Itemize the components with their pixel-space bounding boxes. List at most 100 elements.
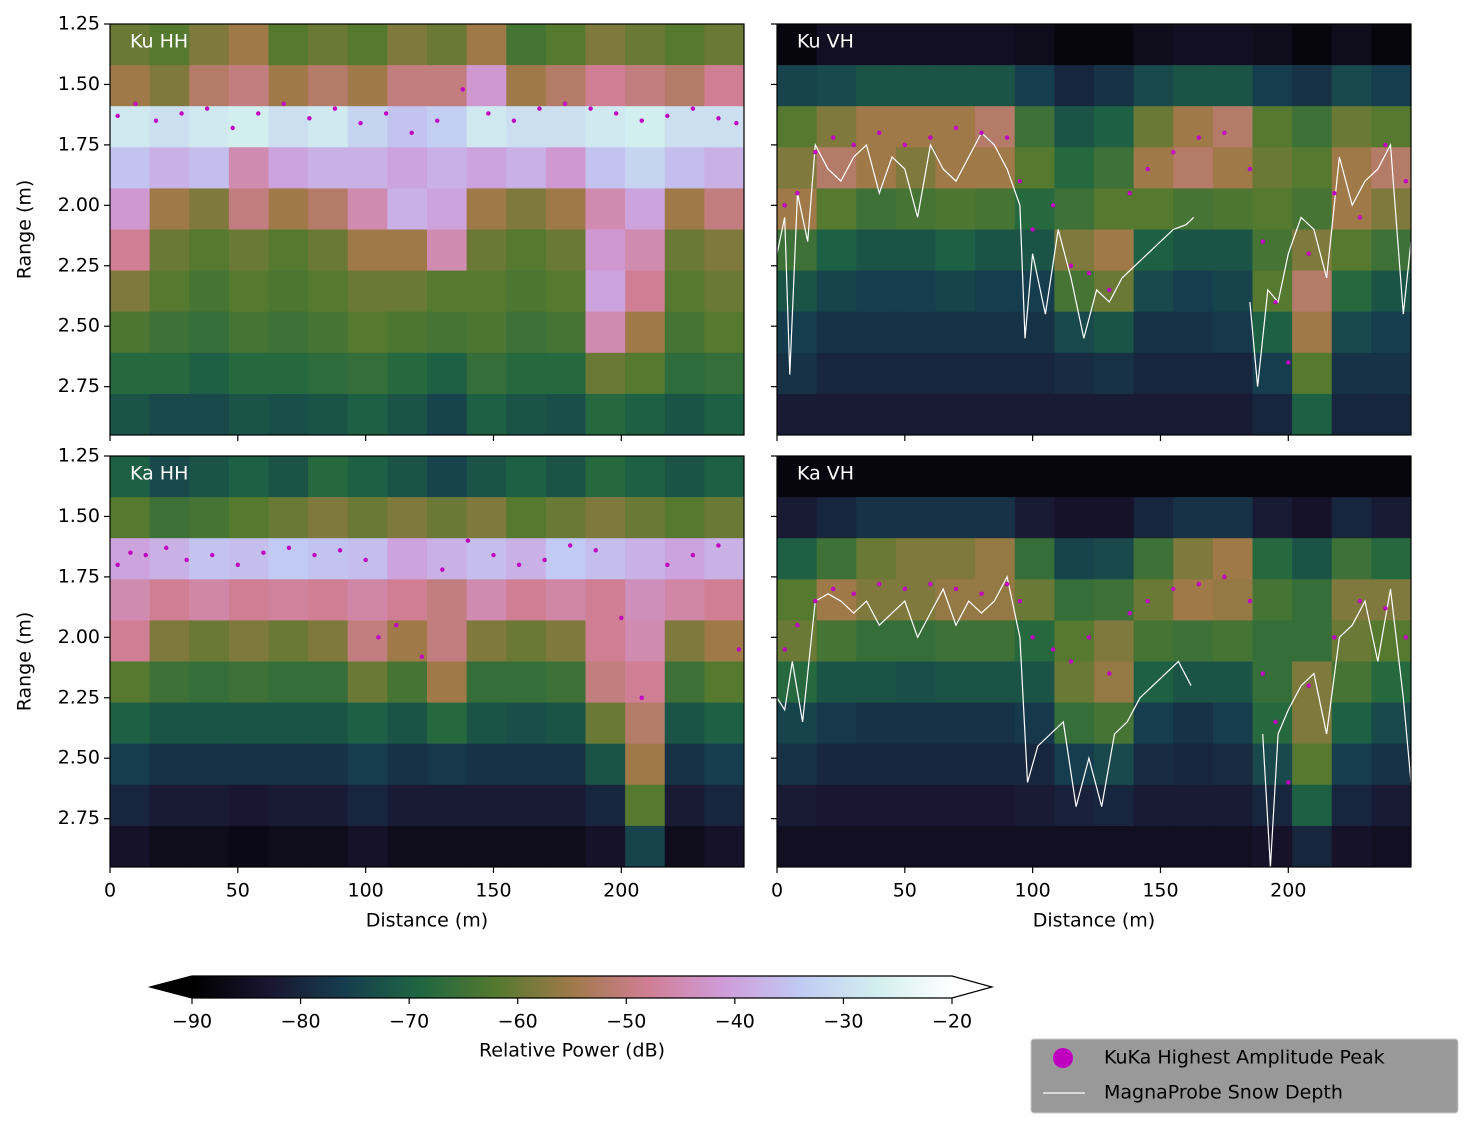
heat-cell — [466, 538, 507, 580]
heat-cell — [506, 538, 547, 580]
heat-cell — [895, 229, 936, 272]
heat-cell — [308, 65, 349, 107]
heat-cell — [856, 393, 897, 436]
heat-cell — [347, 784, 388, 827]
y-tick-label: 2.00 — [58, 194, 100, 216]
heat-cell — [308, 352, 349, 395]
heat-cell — [585, 538, 626, 580]
heat-cell — [1331, 784, 1372, 827]
heat-cell — [1133, 311, 1174, 354]
heat-cell — [110, 579, 151, 621]
peak-point — [1247, 598, 1253, 604]
heat-cell — [1014, 825, 1055, 868]
heat-cell — [1054, 229, 1095, 272]
heat-cell — [1252, 538, 1293, 580]
heat-cell — [777, 784, 818, 827]
heat-cell — [466, 229, 507, 272]
y-tick-label: 2.50 — [58, 315, 100, 337]
heat-cell — [1212, 743, 1253, 786]
peak-point — [1222, 130, 1227, 135]
heat-cell — [228, 229, 269, 272]
x-tick-label: 150 — [1142, 880, 1178, 902]
heat-cell — [1014, 661, 1055, 704]
heat-cell — [585, 24, 626, 66]
heat-cell — [1252, 270, 1293, 313]
heat-cell — [189, 311, 230, 354]
heat-cell — [1133, 65, 1174, 107]
heat-cell — [427, 784, 468, 827]
peak-point — [537, 106, 542, 111]
heat-cell — [975, 620, 1016, 662]
heat-cell — [935, 65, 976, 107]
heat-cell — [704, 106, 745, 148]
heat-cell — [1094, 579, 1135, 621]
heat-cell — [935, 188, 976, 230]
heat-cell — [427, 497, 468, 539]
peak-point — [1171, 149, 1176, 155]
heat-cell — [1292, 106, 1333, 148]
heat-cell — [1292, 352, 1333, 395]
heat-cell — [1331, 456, 1372, 498]
heat-cell — [975, 65, 1016, 107]
peak-point — [665, 113, 670, 119]
peak-point — [1068, 263, 1074, 268]
heat-cell — [387, 24, 428, 66]
heat-cell — [895, 497, 936, 539]
heat-cell — [347, 188, 388, 230]
heat-cell — [777, 24, 818, 66]
heat-cell — [228, 702, 269, 745]
heat-cell — [1133, 188, 1174, 230]
heat-cell — [308, 456, 349, 498]
heat-cell — [1371, 393, 1412, 436]
heat-cell — [895, 825, 936, 868]
heat-cell — [1212, 702, 1253, 745]
colorbar-tick-label: −80 — [281, 1011, 321, 1033]
peak-point — [376, 635, 381, 640]
heat-cell — [1292, 661, 1333, 704]
peak-point — [332, 106, 338, 111]
heat-cell — [1173, 702, 1214, 745]
heat-cell — [816, 147, 857, 189]
heat-cell — [545, 620, 586, 662]
heat-cell — [1094, 188, 1135, 230]
heat-cell — [189, 579, 230, 621]
heat-cell — [149, 188, 190, 230]
heat-cell — [1173, 393, 1214, 436]
heat-cell — [625, 311, 666, 354]
heat-cell — [625, 456, 666, 498]
heat-cell — [189, 620, 230, 662]
peak-point — [782, 203, 787, 208]
heat-cell — [387, 229, 428, 272]
heat-cell — [664, 106, 705, 148]
peak-point — [363, 557, 368, 563]
peak-point — [1086, 635, 1092, 640]
heat-cell — [427, 661, 468, 704]
heat-cell — [110, 106, 151, 148]
heat-cell — [1212, 229, 1253, 272]
heat-cell — [268, 497, 309, 539]
heat-cell — [895, 538, 936, 580]
peak-point — [1086, 270, 1092, 276]
heat-cell — [506, 24, 547, 66]
heat-cell — [625, 497, 666, 539]
depth-line — [776, 575, 1412, 868]
heat-cell — [506, 784, 547, 827]
heat-cell — [1212, 352, 1253, 395]
heat-cell — [1252, 702, 1293, 745]
heat-cell — [975, 147, 1016, 189]
heat-cell — [506, 825, 547, 868]
heat-cell — [189, 393, 230, 436]
heat-cell — [268, 24, 309, 66]
heat-cell — [427, 65, 468, 107]
heat-cell — [427, 538, 468, 580]
heat-cell — [816, 352, 857, 395]
heat-cell — [1133, 784, 1174, 827]
peak-point — [928, 581, 933, 587]
peak-point — [1260, 671, 1265, 676]
heat-cell — [189, 538, 230, 580]
heat-cell — [427, 270, 468, 313]
peak-point — [1332, 635, 1337, 640]
heat-cell — [1252, 65, 1293, 107]
heat-cell — [149, 65, 190, 107]
heat-cell — [1054, 393, 1095, 436]
